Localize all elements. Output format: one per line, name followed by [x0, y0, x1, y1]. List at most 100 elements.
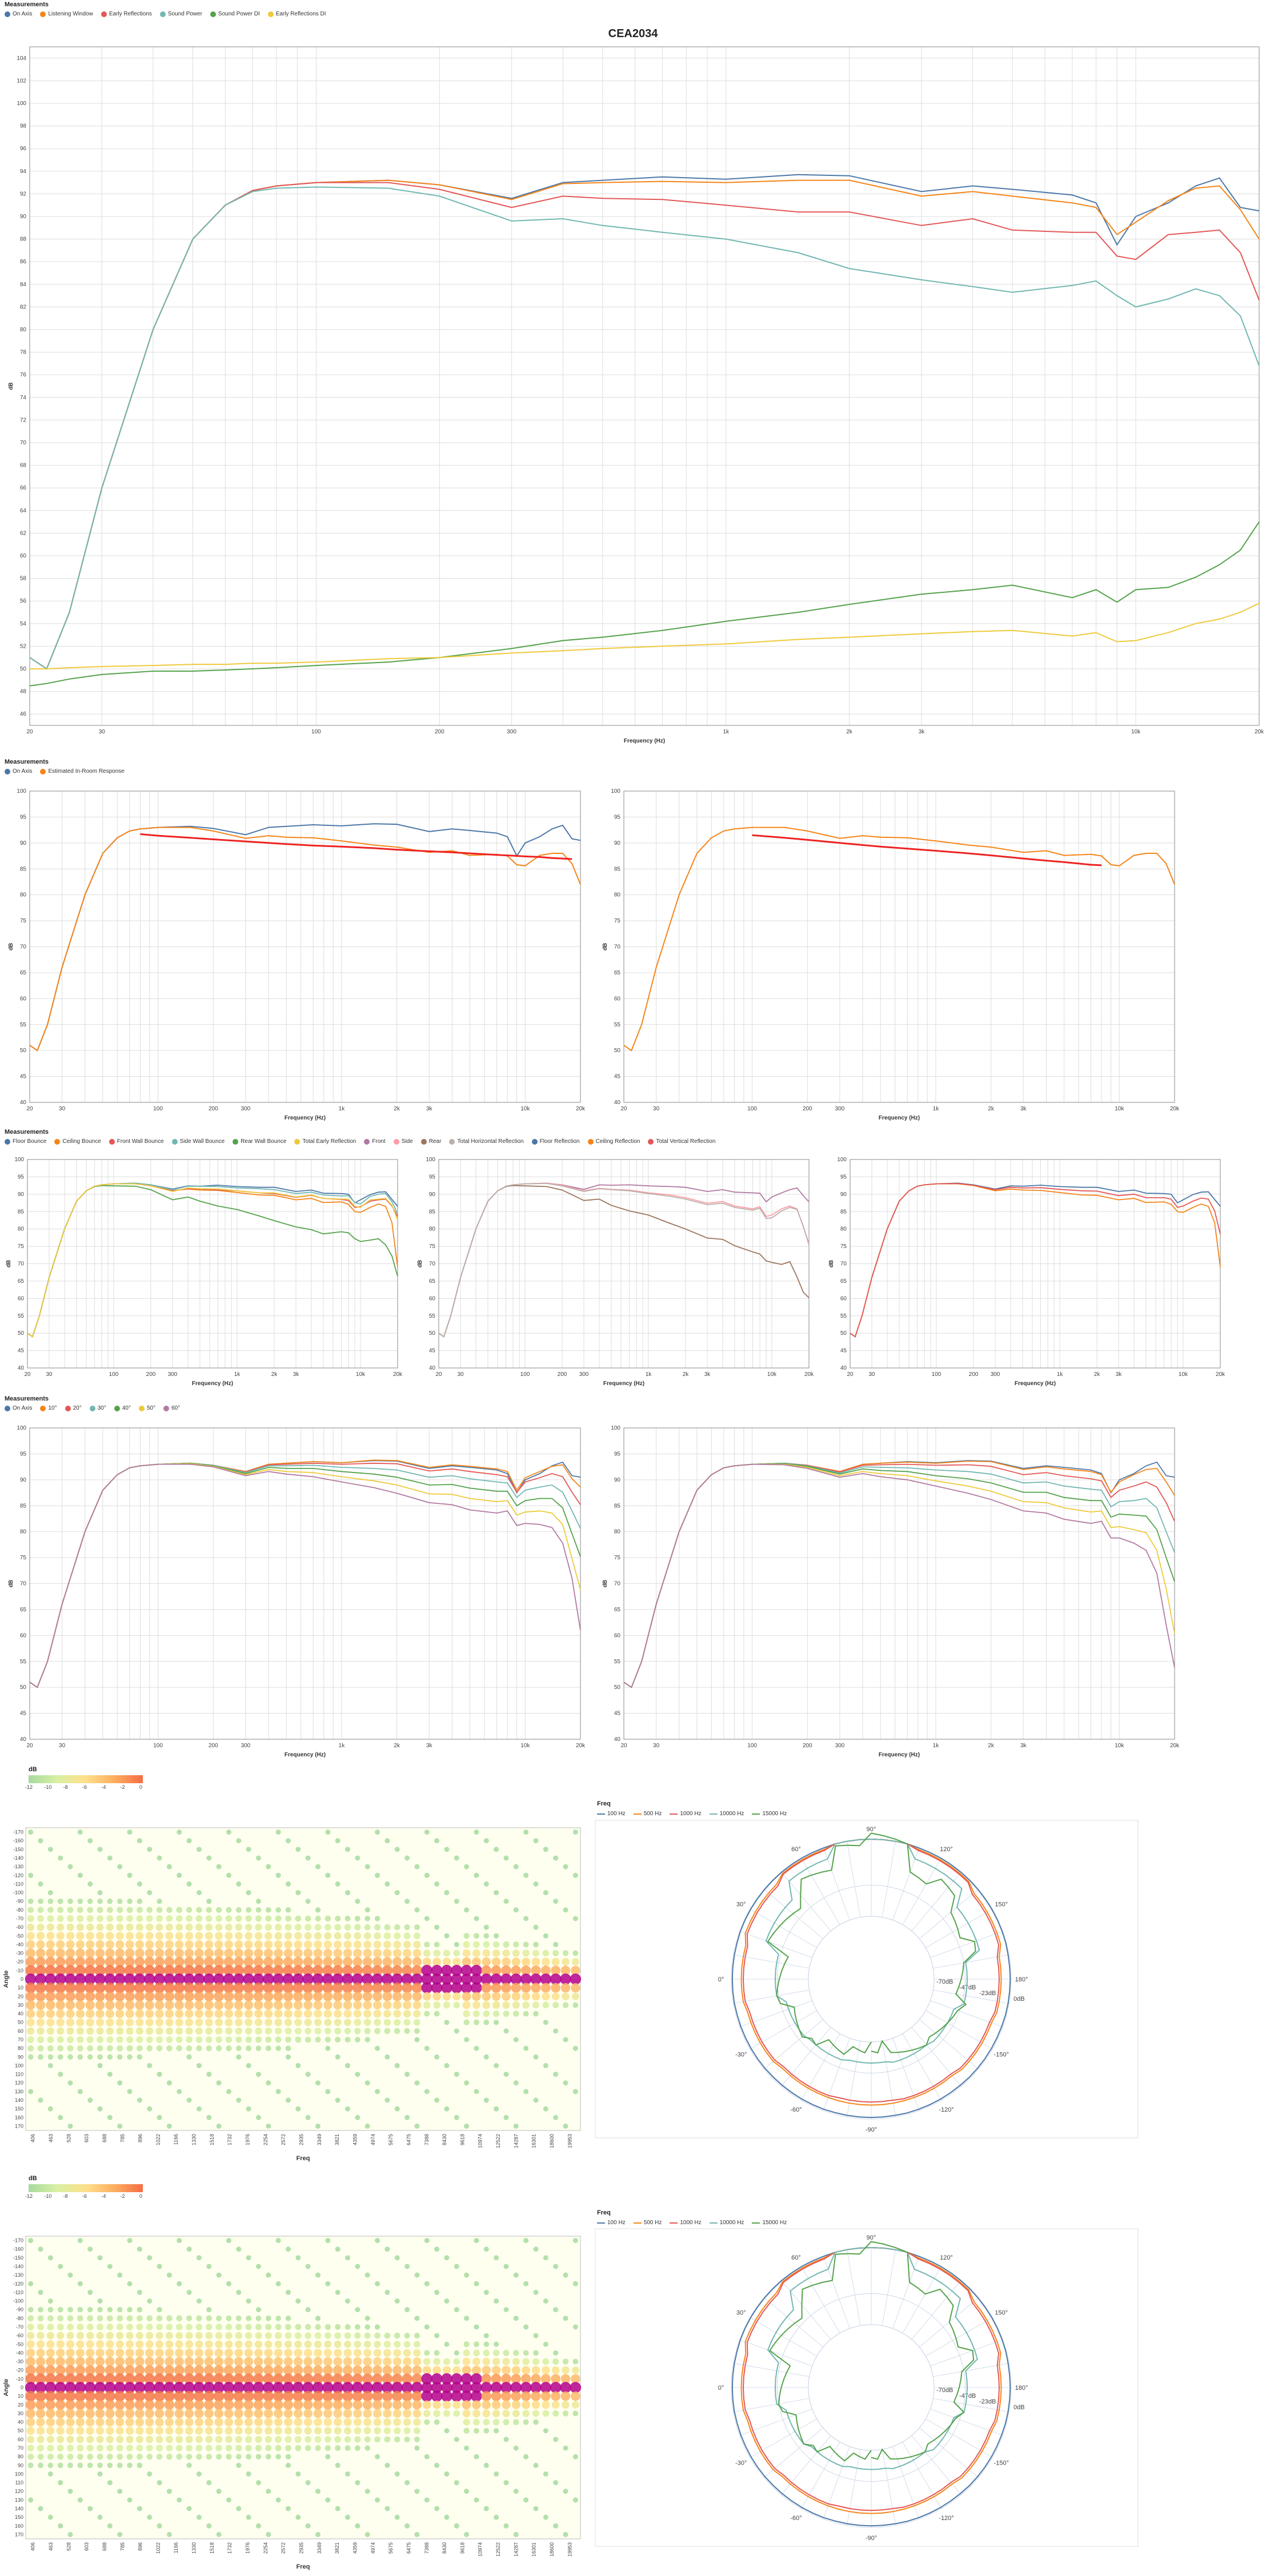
legend-item-estimated-in-room-response[interactable]: Estimated In-Room Response	[40, 768, 125, 775]
contour-cell	[512, 2001, 520, 2009]
legend-item-20[interactable]: 20°	[65, 1405, 82, 1411]
contour-cell	[345, 1890, 351, 1896]
contour-cell	[126, 2045, 133, 2052]
contour-cell	[77, 2306, 83, 2313]
contour-cell	[165, 1940, 174, 1949]
legend-item-100-hz[interactable]: 100 Hz	[597, 2220, 626, 2226]
legend-item-10000-hz[interactable]: 10000 Hz	[709, 2220, 744, 2226]
legend-item-10000-hz[interactable]: 10000 Hz	[709, 1811, 744, 1817]
legend-item-on-axis[interactable]: On Axis	[5, 1405, 32, 1411]
legend-item-50[interactable]: 50°	[138, 1405, 155, 1411]
contour-cell	[523, 1829, 529, 1835]
legend-item-30[interactable]: 30°	[89, 1405, 106, 1411]
contour-cell	[323, 2365, 333, 2376]
contour-cell	[491, 2374, 502, 2384]
angle-tick-label: -170	[13, 2238, 23, 2244]
legend-item-rear[interactable]: Rear	[420, 1138, 441, 1145]
legend-item-sound-power-di[interactable]: Sound Power DI	[210, 11, 260, 17]
legend-item-floor-reflection[interactable]: Floor Reflection	[531, 1138, 580, 1145]
contour-cell	[285, 2036, 291, 2043]
legend-item-100-hz[interactable]: 100 Hz	[597, 1811, 626, 1817]
contour-cell	[66, 2340, 75, 2349]
legend-item-ceiling-bounce[interactable]: Ceiling Bounce	[54, 1138, 101, 1145]
contour-cell	[562, 2410, 569, 2417]
contour-cell	[503, 1855, 509, 1861]
legend-item-15000-hz[interactable]: 15000 Hz	[752, 1811, 787, 1817]
legend-item-early-reflections[interactable]: Early Reflections	[101, 11, 152, 17]
legend-item-500-hz[interactable]: 500 Hz	[633, 1811, 662, 1817]
contour-cell	[382, 2373, 392, 2384]
legend-item-total-vertical-reflection[interactable]: Total Vertical Reflection	[648, 1138, 715, 1145]
legend-item-early-reflections-di[interactable]: Early Reflections DI	[267, 11, 326, 17]
contour-cell	[126, 1923, 134, 1931]
contour-cell	[392, 2365, 402, 2376]
contour-cell	[293, 2400, 303, 2410]
legend-item-listening-window[interactable]: Listening Window	[40, 11, 93, 17]
contour-cell	[155, 2009, 164, 2019]
x-tick-label: 1k	[339, 1743, 346, 1749]
contour-cell	[35, 2365, 46, 2376]
legend-item-500-hz[interactable]: 500 Hz	[633, 2220, 662, 2226]
legend-item-front-wall-bounce[interactable]: Front Wall Bounce	[109, 1138, 164, 1145]
contour-cell	[423, 2358, 431, 2365]
legend-item-on-axis[interactable]: On Axis	[5, 768, 32, 775]
contour-cell	[494, 1890, 499, 1896]
contour-cell	[204, 2365, 214, 2376]
y-tick-label: 80	[18, 1226, 25, 1233]
contour-cell	[104, 2382, 116, 2393]
contour-cell	[354, 1932, 362, 1940]
contour-cell	[424, 2045, 430, 2051]
contour-cell	[94, 2373, 106, 2385]
contour-cell	[454, 1941, 459, 1947]
legend-item-ceiling-reflection[interactable]: Ceiling Reflection	[587, 1138, 640, 1145]
contour-cell	[75, 2357, 85, 2366]
legend-item-sound-power[interactable]: Sound Power	[159, 11, 202, 17]
angle-tick-label: -150	[13, 1847, 23, 1852]
contour-cell	[273, 2382, 284, 2393]
contour-cell	[424, 2454, 430, 2459]
legend-item-floor-bounce[interactable]: Floor Bounce	[5, 1138, 46, 1145]
contour-cell	[394, 2298, 400, 2304]
contour-cell	[117, 2462, 123, 2469]
contour-cell	[362, 1973, 374, 1985]
legend-item-side[interactable]: Side	[393, 1138, 413, 1145]
contour-cell	[502, 2400, 511, 2409]
y-tick-label: 65	[840, 1278, 847, 1285]
contour-cell	[364, 2324, 371, 2330]
legend-item-on-axis[interactable]: On Axis	[5, 11, 32, 17]
contour-cell	[392, 2409, 402, 2418]
contour-cell	[483, 2462, 489, 2468]
x-tick-label: 200	[435, 729, 444, 735]
y-tick-label: 40	[614, 1100, 621, 1106]
contour-cell	[334, 1932, 342, 1940]
legend-item-side-wall-bounce[interactable]: Side Wall Bounce	[171, 1138, 225, 1145]
contour-cell	[474, 2454, 479, 2459]
legend-item-total-early-reflection[interactable]: Total Early Reflection	[294, 1138, 356, 1145]
contour-cell	[562, 1957, 570, 1966]
legend-item-60[interactable]: 60°	[163, 1405, 180, 1411]
contour-scale-ticks-1: -12 -10 -8 -6 -4 -2 0	[25, 1784, 143, 1791]
legend-swatch	[709, 1813, 718, 1815]
contour-cell	[205, 1940, 214, 1949]
legend-item-15000-hz[interactable]: 15000 Hz	[752, 2220, 787, 2226]
contour-cell	[293, 2357, 303, 2366]
y-tick-label: 90	[20, 840, 27, 846]
contour-cell	[414, 2531, 420, 2537]
legend-item-10[interactable]: 10°	[40, 1405, 57, 1411]
contour-cell	[394, 1932, 401, 1940]
freq-tick-label: 688	[102, 2542, 107, 2551]
contour-cell	[483, 2289, 489, 2295]
contour-cell	[404, 1855, 410, 1861]
legend-item-40[interactable]: 40°	[114, 1405, 131, 1411]
contour-cell	[204, 1957, 214, 1967]
legend-item-front[interactable]: Front	[364, 1138, 386, 1145]
y-tick-label: 70	[20, 440, 27, 446]
contour-cell	[293, 2382, 304, 2393]
legend-item-1000-hz[interactable]: 1000 Hz	[670, 1811, 702, 1817]
legend-item-total-horizontal-reflection[interactable]: Total Horizontal Reflection	[449, 1138, 524, 1145]
legend-item-rear-wall-bounce[interactable]: Rear Wall Bounce	[233, 1138, 286, 1145]
contour-cell	[451, 2390, 463, 2402]
contour-cell	[185, 2426, 194, 2435]
contour-cell	[353, 1940, 362, 1949]
legend-item-1000-hz[interactable]: 1000 Hz	[670, 2220, 702, 2226]
